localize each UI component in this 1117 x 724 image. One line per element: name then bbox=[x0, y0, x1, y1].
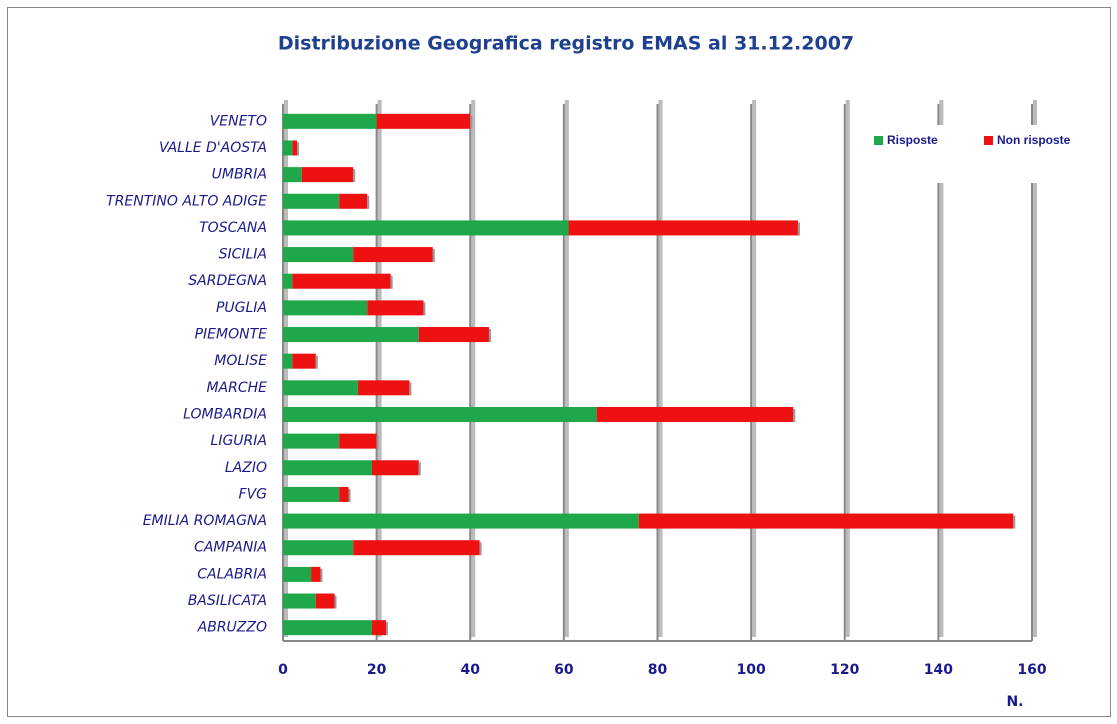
chart-frame bbox=[7, 7, 1111, 717]
bar-segment bbox=[311, 566, 321, 582]
x-tick-label: 120 bbox=[830, 662, 859, 678]
x-tick-label: 140 bbox=[924, 662, 953, 678]
bar-segment bbox=[315, 593, 335, 609]
bar-segment bbox=[283, 433, 340, 449]
bar-segment bbox=[638, 513, 1014, 529]
bar-shadow bbox=[348, 488, 351, 502]
bar-shadow bbox=[297, 142, 300, 156]
bar-shadow bbox=[334, 595, 337, 609]
bar-segment bbox=[292, 353, 316, 369]
x-tick-label: 40 bbox=[461, 662, 481, 678]
bar-segment bbox=[283, 513, 639, 529]
category-label: UMBRIA bbox=[212, 167, 267, 183]
bar-segment bbox=[283, 327, 419, 343]
bar-shadow bbox=[376, 435, 379, 449]
bar-shadow bbox=[353, 169, 356, 183]
bar-segment bbox=[292, 140, 298, 156]
bar-shadow bbox=[423, 302, 426, 316]
legend-label: Risposte bbox=[887, 133, 938, 147]
x-tick-label: 100 bbox=[737, 662, 766, 678]
bar-segment bbox=[596, 406, 794, 422]
bar-segment bbox=[283, 486, 340, 502]
bar-segment bbox=[353, 540, 480, 556]
bar-segment bbox=[283, 273, 293, 289]
bar-shadow bbox=[470, 115, 473, 129]
x-axis-label: N. bbox=[1006, 694, 1023, 710]
legend-swatch bbox=[984, 136, 993, 145]
bar-shadow bbox=[367, 195, 370, 209]
bar-segment bbox=[371, 620, 386, 636]
bar-shadow bbox=[418, 462, 421, 476]
legend-box bbox=[862, 125, 1102, 183]
category-label: SARDEGNA bbox=[188, 273, 267, 289]
bar-segment bbox=[283, 406, 597, 422]
category-label: MOLISE bbox=[214, 353, 267, 369]
category-label: LOMBARDIA bbox=[183, 406, 267, 422]
bar-segment bbox=[339, 193, 368, 209]
x-tick-label: 60 bbox=[554, 662, 574, 678]
x-tick-label: 20 bbox=[367, 662, 387, 678]
chart-title: Distribuzione Geografica registro EMAS a… bbox=[278, 33, 854, 55]
category-label: VALLE D'AOSTA bbox=[159, 140, 267, 156]
bar-segment bbox=[283, 300, 368, 316]
bar-shadow bbox=[1013, 515, 1016, 529]
bar-shadow bbox=[390, 275, 393, 289]
category-label: TOSCANA bbox=[199, 220, 267, 236]
bar-segment bbox=[568, 220, 798, 236]
category-label: FVG bbox=[239, 486, 268, 502]
bar-segment bbox=[283, 380, 358, 396]
category-label: CALABRIA bbox=[197, 566, 267, 582]
bar-segment bbox=[283, 113, 377, 129]
bar-shadow bbox=[385, 622, 388, 636]
bar-segment bbox=[301, 167, 354, 183]
bar-segment bbox=[376, 113, 471, 129]
bar-segment bbox=[283, 220, 569, 236]
bar-segment bbox=[339, 486, 349, 502]
bar-segment bbox=[339, 433, 377, 449]
bar-shadow bbox=[797, 222, 800, 236]
bar-segment bbox=[283, 247, 354, 263]
bar-shadow bbox=[479, 542, 482, 556]
category-label: CAMPANIA bbox=[194, 540, 267, 556]
bar-segment bbox=[283, 353, 293, 369]
category-label: ABRUZZO bbox=[197, 620, 267, 636]
bar-segment bbox=[283, 460, 372, 476]
category-label: BASILICATA bbox=[188, 593, 267, 609]
bar-shadow bbox=[320, 568, 323, 582]
bar-segment bbox=[283, 193, 340, 209]
bar-shadow bbox=[432, 249, 435, 263]
category-label: SICILIA bbox=[219, 247, 267, 263]
bar-segment bbox=[283, 593, 316, 609]
bar-shadow bbox=[488, 329, 491, 343]
x-tick-label: 160 bbox=[1017, 662, 1046, 678]
bar-shadow bbox=[793, 408, 796, 422]
bar-segment bbox=[283, 540, 354, 556]
category-label: PIEMONTE bbox=[195, 327, 268, 343]
bar-segment bbox=[371, 460, 419, 476]
category-label: VENETO bbox=[210, 113, 267, 129]
category-label: LIGURIA bbox=[211, 433, 267, 449]
category-label: LAZIO bbox=[225, 460, 267, 476]
bar-segment bbox=[283, 566, 312, 582]
bar-segment bbox=[418, 327, 489, 343]
bar-shadow bbox=[409, 382, 412, 396]
bar-segment bbox=[283, 167, 302, 183]
x-tick-label: 80 bbox=[648, 662, 668, 678]
bar-segment bbox=[353, 247, 433, 263]
bar-segment bbox=[283, 140, 293, 156]
category-label: TRENTINO ALTO ADIGE bbox=[106, 193, 267, 209]
bar-segment bbox=[283, 620, 372, 636]
category-label: PUGLIA bbox=[216, 300, 267, 316]
category-label: MARCHE bbox=[206, 380, 267, 396]
bar-shadow bbox=[315, 355, 318, 369]
x-tick-label: 0 bbox=[278, 662, 288, 678]
category-label: EMILIA ROMAGNA bbox=[143, 513, 267, 529]
legend-swatch bbox=[874, 136, 883, 145]
bar-segment bbox=[367, 300, 424, 316]
bar-segment bbox=[292, 273, 391, 289]
bar-segment bbox=[357, 380, 410, 396]
legend-label: Non risposte bbox=[997, 133, 1071, 147]
